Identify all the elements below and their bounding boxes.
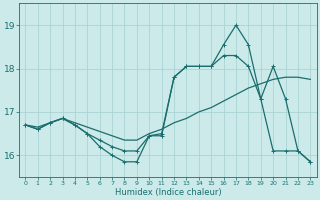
X-axis label: Humidex (Indice chaleur): Humidex (Indice chaleur) <box>115 188 221 197</box>
